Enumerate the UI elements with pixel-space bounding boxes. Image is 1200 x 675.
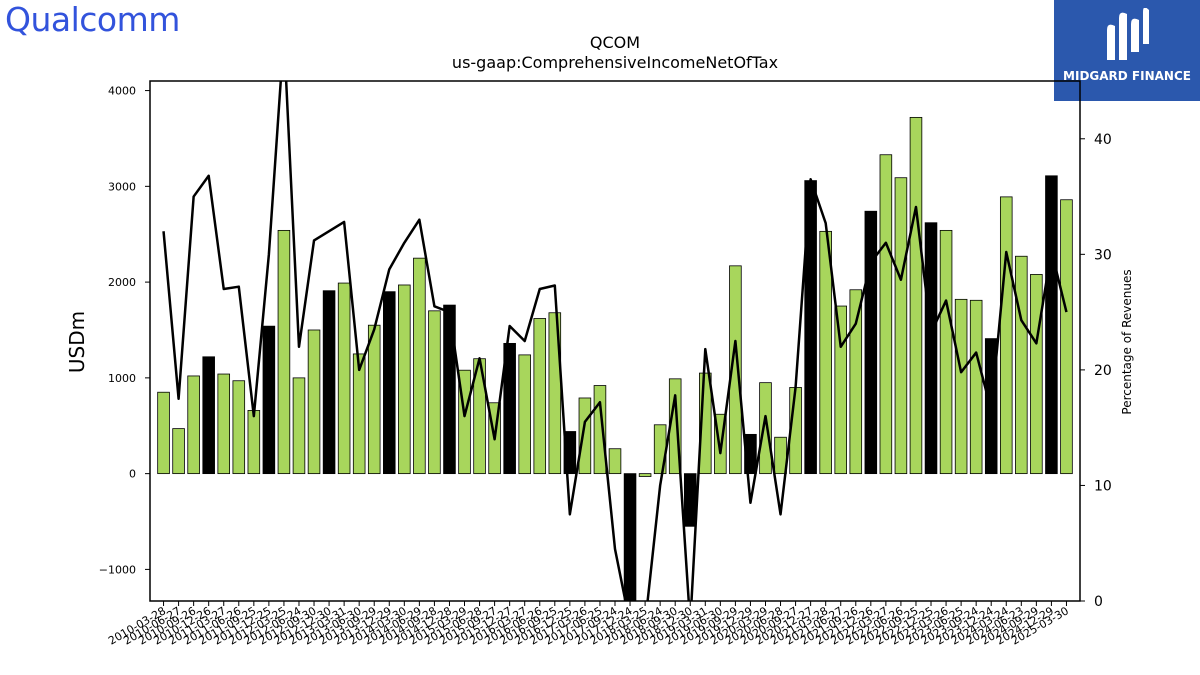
midgard-logo-icon xyxy=(1107,8,1149,61)
bar xyxy=(774,436,787,475)
y2-tick-label: 20 xyxy=(1094,363,1112,379)
bar xyxy=(563,431,577,475)
y2-axis-label: Percentage of Revenues xyxy=(1120,269,1134,414)
y-tick-label: 0 xyxy=(129,468,136,481)
y-tick-label: 1000 xyxy=(108,372,136,385)
bar xyxy=(969,299,983,475)
bar xyxy=(939,229,953,475)
bar xyxy=(864,210,878,475)
bar xyxy=(307,329,321,475)
bar xyxy=(247,410,261,475)
bar xyxy=(638,473,652,477)
bar xyxy=(578,397,592,475)
bar xyxy=(443,304,456,475)
bar xyxy=(518,354,531,475)
bar xyxy=(322,290,336,475)
y-tick-label: 4000 xyxy=(108,85,136,98)
bar xyxy=(277,229,291,475)
bar xyxy=(398,284,411,475)
bar xyxy=(187,375,200,475)
bar xyxy=(428,310,441,475)
bar xyxy=(458,369,471,475)
bar xyxy=(683,473,697,527)
y2-tick-label: 40 xyxy=(1094,132,1112,148)
bar xyxy=(232,380,246,475)
bar xyxy=(382,291,396,475)
bar xyxy=(999,196,1013,475)
badge-text: MIDGARD FINANCE xyxy=(1063,69,1191,83)
bar xyxy=(337,282,351,475)
bars-group xyxy=(157,116,1073,601)
bar xyxy=(744,433,757,475)
bar xyxy=(1030,274,1043,475)
bar xyxy=(894,177,908,475)
bar xyxy=(292,377,306,475)
bar xyxy=(413,257,426,475)
bar xyxy=(623,473,637,601)
percentage-line xyxy=(162,81,1068,601)
bar xyxy=(1045,175,1058,475)
bar xyxy=(819,230,832,475)
bar xyxy=(834,305,847,475)
bar xyxy=(217,373,231,475)
bar xyxy=(608,448,622,475)
bar xyxy=(352,353,366,475)
bar xyxy=(1060,199,1073,475)
chart-title: QCOM xyxy=(590,33,640,52)
qualcomm-logo: Qualcomm xyxy=(5,0,180,39)
bar xyxy=(729,265,742,475)
bar xyxy=(202,356,215,475)
y-axis-label: USDm xyxy=(65,311,89,373)
y2-tick-label: 0 xyxy=(1094,594,1103,610)
y2-tick-label: 30 xyxy=(1094,247,1112,263)
bar xyxy=(849,289,863,475)
bar xyxy=(593,385,607,475)
bar xyxy=(954,298,968,475)
bar xyxy=(262,325,276,475)
bar xyxy=(367,324,381,475)
y-tick-label: 2000 xyxy=(108,276,136,289)
line-group xyxy=(162,81,1068,601)
bar xyxy=(157,391,170,475)
y-tick-label: −1000 xyxy=(99,563,136,576)
y-tick-label: 3000 xyxy=(108,180,136,193)
bar xyxy=(1015,255,1028,475)
bar xyxy=(699,372,712,475)
y2-tick-label: 10 xyxy=(1094,478,1112,494)
bar xyxy=(909,116,923,475)
bar xyxy=(533,318,547,475)
plot-area: −1000010002000300040000102030402010-03-2… xyxy=(99,80,1112,648)
midgard-finance-badge: MIDGARD FINANCE xyxy=(1054,0,1200,101)
bar xyxy=(172,428,185,475)
bar xyxy=(879,154,893,475)
bar xyxy=(759,382,772,475)
bar xyxy=(503,342,516,475)
bar xyxy=(924,222,938,475)
chart-subtitle: us-gaap:ComprehensiveIncomeNetOfTax xyxy=(452,53,778,72)
